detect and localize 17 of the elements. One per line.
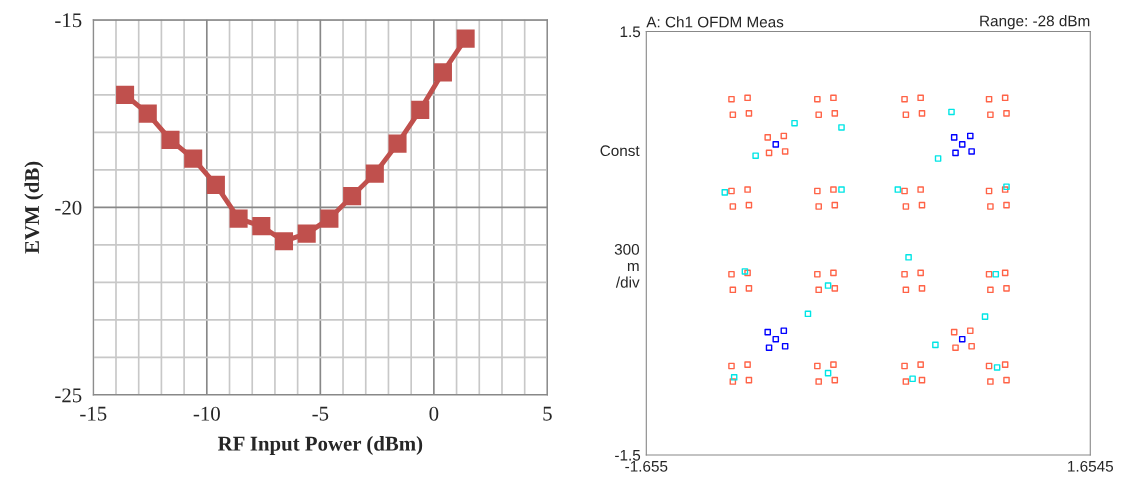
x-tick-label: -10 bbox=[193, 406, 220, 421]
y-tick-label: -1.5 bbox=[615, 449, 641, 461]
y-axis-title: EVM (dB) bbox=[24, 161, 44, 254]
x-tick-label: 0 bbox=[429, 406, 439, 421]
text: Range: -28 dBm bbox=[980, 15, 1090, 30]
x-axis-title: RF Input Power (dBm) bbox=[217, 436, 423, 455]
x-tick-label: -5 bbox=[312, 406, 329, 421]
x-tick-label: -1.655 bbox=[625, 460, 668, 472]
chart-title: A: Ch1 OFDM Meas bbox=[646, 16, 784, 28]
y-tick-label: 1.5 bbox=[620, 26, 641, 38]
y-tick-label: -15 bbox=[55, 13, 82, 28]
x-tick-label: 5 bbox=[543, 406, 552, 421]
x-tick-label: -15 bbox=[80, 406, 107, 421]
y-tick-label: -25 bbox=[55, 388, 82, 403]
x-tick-label: 1.6545 bbox=[1068, 460, 1114, 472]
y-tick-label: -20 bbox=[55, 200, 82, 215]
text: Const 300 m /div bbox=[600, 145, 640, 288]
